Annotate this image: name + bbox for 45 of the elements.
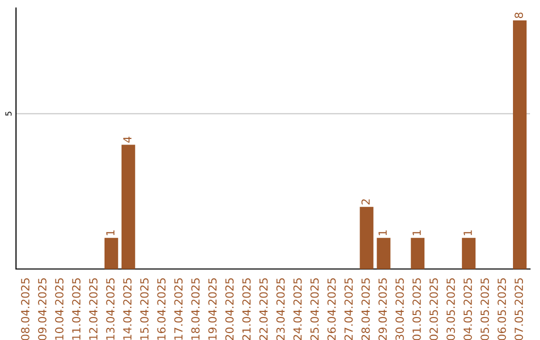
x-tick-label: 05.05.2025 <box>480 278 489 340</box>
bar <box>376 238 390 269</box>
bar <box>122 144 136 269</box>
bar <box>360 206 374 269</box>
data-label: 2 <box>361 199 370 204</box>
y-tick-label: 5 <box>5 112 12 116</box>
x-tick-label: 28.04.2025 <box>361 278 370 340</box>
bar <box>462 238 476 269</box>
x-tick-label: 01.05.2025 <box>412 278 421 340</box>
x-tick-label: 23.04.2025 <box>276 278 285 340</box>
bar <box>410 238 424 269</box>
x-tick-label: 21.04.2025 <box>242 278 251 340</box>
data-label: 1 <box>412 230 421 236</box>
x-tick-label: 25.04.2025 <box>310 278 319 340</box>
data-label: 1 <box>106 230 114 236</box>
x-tick-label: 08.04.2025 <box>21 278 30 340</box>
x-tick-label: 14.04.2025 <box>123 278 132 340</box>
x-tick-label: 09.04.2025 <box>38 278 46 340</box>
x-tick-label: 03.05.2025 <box>446 278 455 340</box>
data-label: 1 <box>464 230 472 236</box>
x-tick-label: 07.05.2025 <box>514 278 524 340</box>
data-label: 8 <box>514 12 524 18</box>
x-tick-label: 10.04.2025 <box>55 278 64 340</box>
x-tick-label: 06.05.2025 <box>498 278 506 340</box>
x-tick-label: 24.04.2025 <box>293 278 302 340</box>
x-tick-label: 11.04.2025 <box>72 278 80 340</box>
x-tick-label: 02.05.2025 <box>430 278 438 340</box>
x-tick-label: 18.04.2025 <box>191 278 200 340</box>
data-label: 1 <box>378 230 387 236</box>
data-label: 4 <box>123 136 132 143</box>
bar <box>104 238 118 269</box>
x-tick-label: 19.04.2025 <box>208 278 217 340</box>
x-tick-label: 27.04.2025 <box>344 278 353 340</box>
x-tick-label: 15.04.2025 <box>140 278 149 340</box>
x-tick-label: 30.04.2025 <box>395 278 404 340</box>
x-tick-label: 22.04.2025 <box>259 278 268 340</box>
x-tick-label: 17.04.2025 <box>174 278 183 340</box>
x-tick-label: 04.05.2025 <box>464 278 472 340</box>
bar <box>512 20 527 269</box>
x-tick-label: 16.04.2025 <box>157 278 166 340</box>
x-tick-label: 26.04.2025 <box>327 278 336 340</box>
x-tick-label: 13.04.2025 <box>106 278 115 340</box>
x-tick-label: 12.04.2025 <box>89 278 98 340</box>
x-tick-label: 29.04.2025 <box>378 278 387 340</box>
x-tick-label: 20.04.2025 <box>225 278 234 340</box>
